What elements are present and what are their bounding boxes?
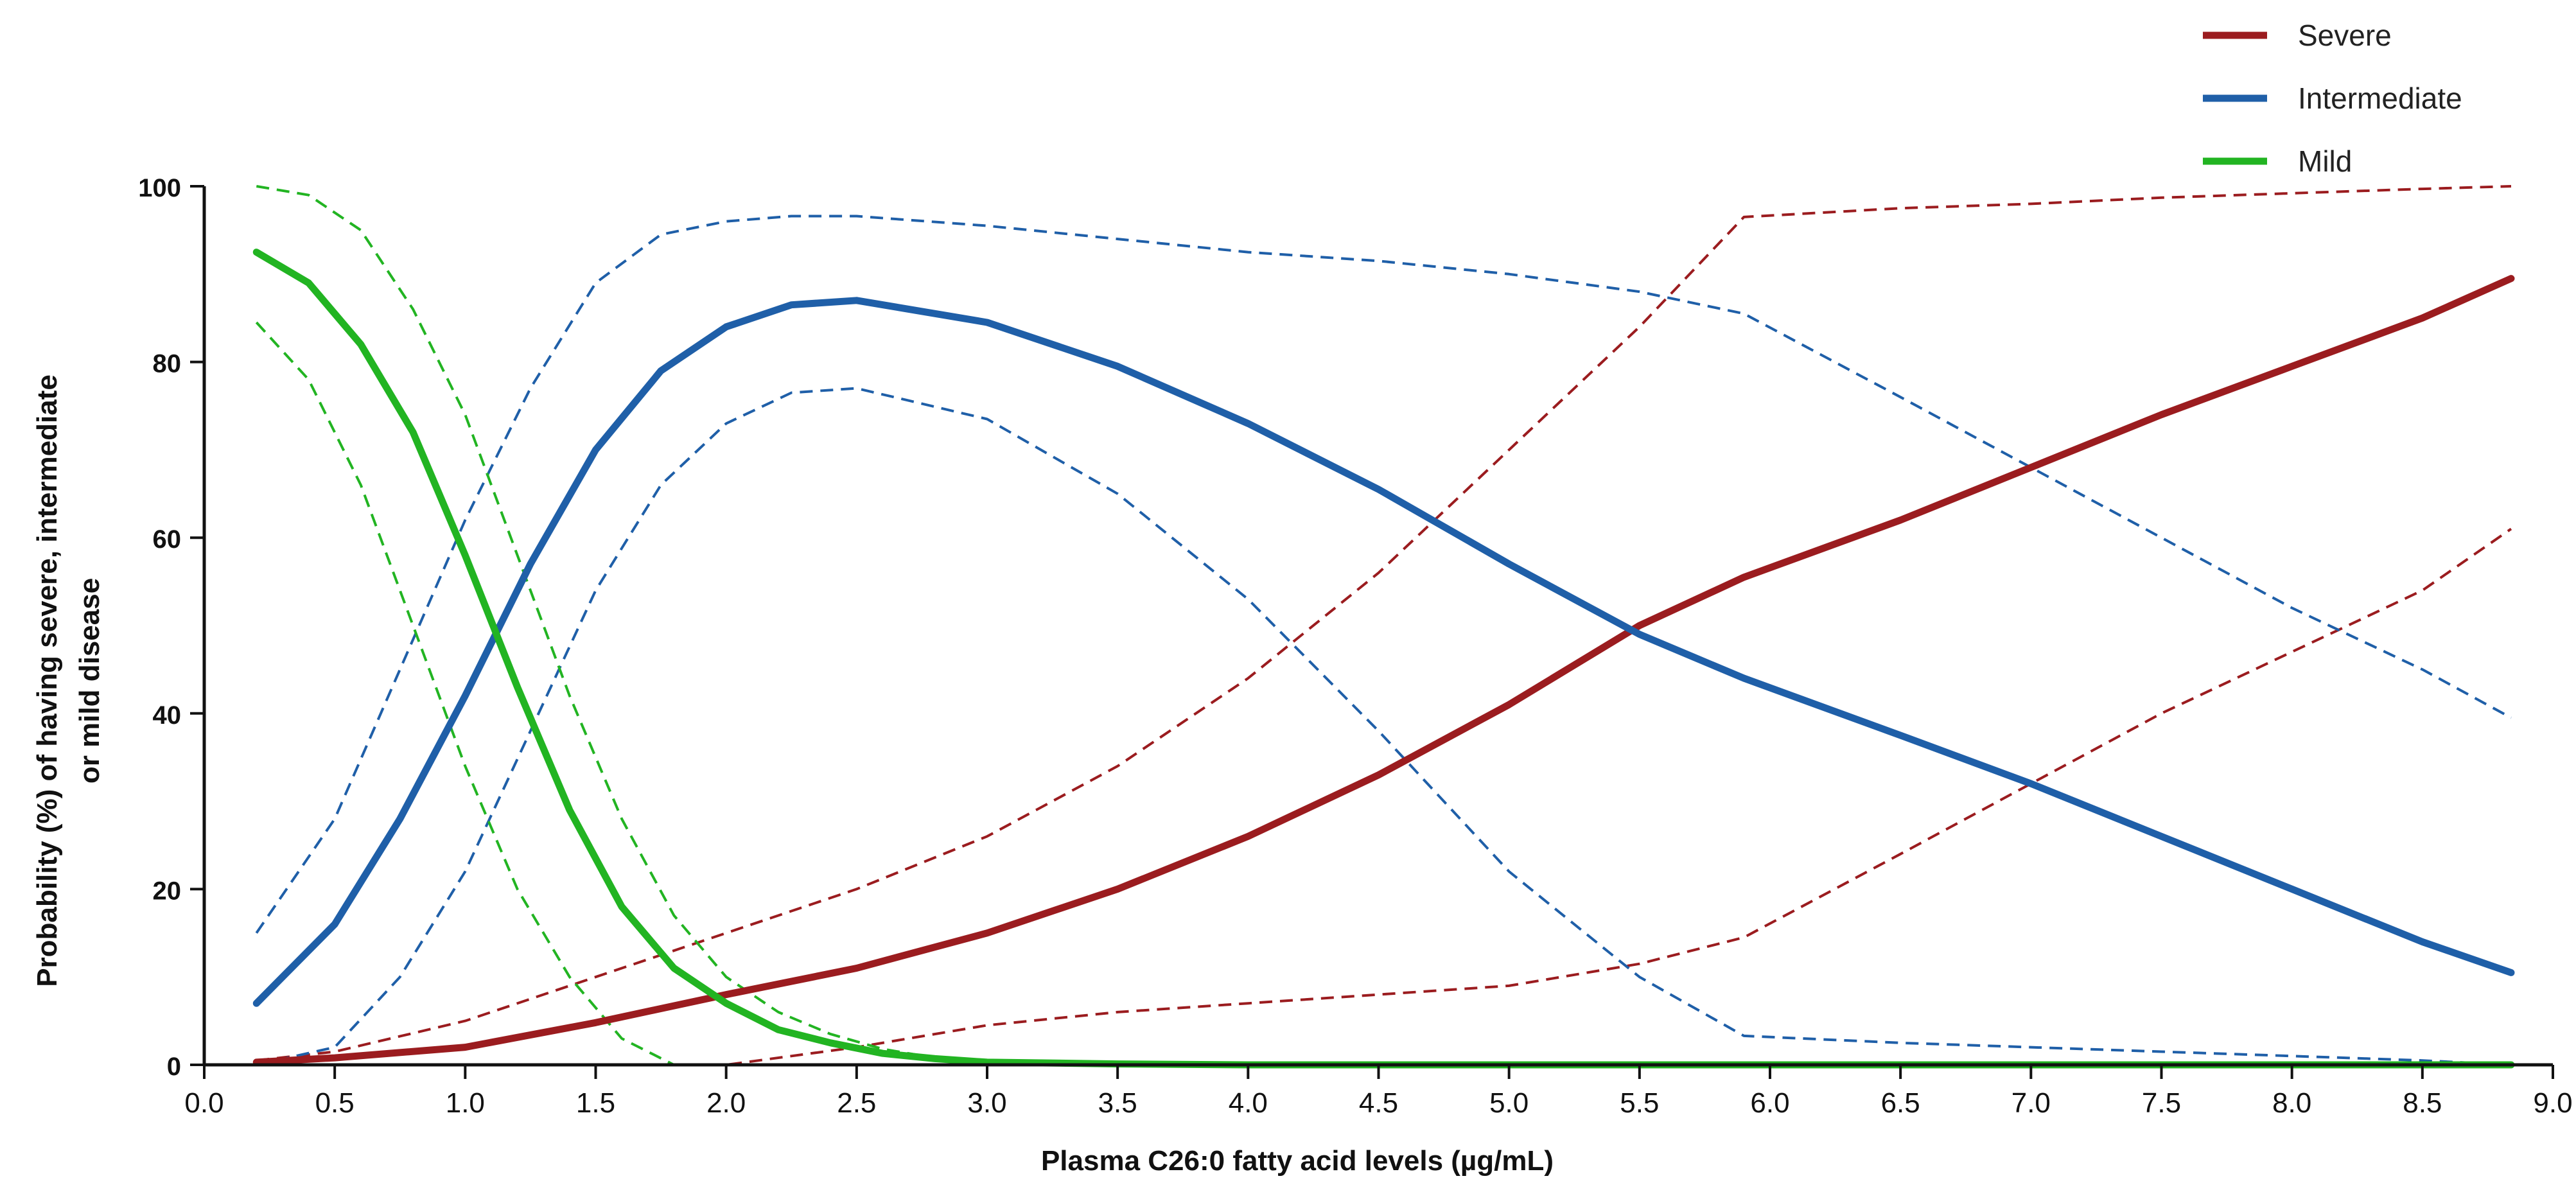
x-tick-label: 3.5 <box>1098 1087 1137 1119</box>
x-tick-label: 1.0 <box>446 1087 485 1119</box>
ci-upper-mild <box>256 185 2511 1066</box>
ci-upper-severe <box>256 185 2512 1062</box>
x-tick-label: 5.0 <box>1489 1087 1529 1119</box>
y-tick-label: 60 <box>153 525 182 554</box>
y-tick-label: 100 <box>138 174 181 202</box>
x-tick-label: 0.5 <box>315 1087 355 1119</box>
y-axis-title-line1: Probability (%) of having severe, interm… <box>31 374 63 987</box>
x-tick-label: 3.0 <box>967 1087 1006 1119</box>
series-lines <box>252 249 2515 1069</box>
x-axis-title: Plasma C26:0 fatty acid levels (µg/mL) <box>1041 1145 1554 1177</box>
ci-lower-severe <box>256 527 2512 1066</box>
legend: Severe Intermediate Mild <box>2203 19 2462 178</box>
x-tick-label: 7.0 <box>2011 1087 2051 1119</box>
x-tick-label: 8.5 <box>2403 1087 2442 1119</box>
series-line-intermediate <box>252 297 2515 1007</box>
y-tick-label: 20 <box>153 877 182 905</box>
x-tick-label: 7.5 <box>2142 1087 2181 1119</box>
series-line-severe <box>252 275 2515 1066</box>
ci-lower-mild <box>255 321 2511 1066</box>
x-tick-label: 6.5 <box>1881 1087 1920 1119</box>
legend-label-intermediate: Intermediate <box>2298 82 2462 115</box>
ticks: 0.0 0.5 1.0 1.5 2.0 2.5 3.0 3.5 4.0 4.5 5.0 5.5 6.0 6… <box>138 174 2572 1119</box>
x-tick-label: 4.0 <box>1229 1087 1268 1119</box>
y-axis-title-line2: or mild disease <box>74 578 105 784</box>
x-tick-label: 9.0 <box>2533 1087 2572 1119</box>
ci-upper-intermediate <box>255 215 2512 934</box>
legend-label-severe: Severe <box>2298 19 2392 52</box>
y-tick-label: 0 <box>167 1053 181 1081</box>
y-tick-label: 40 <box>153 701 182 730</box>
ci-lower-intermediate <box>256 387 2512 1066</box>
x-tick-label: 0.0 <box>184 1087 223 1119</box>
x-tick-label: 1.5 <box>576 1087 615 1119</box>
y-tick-label: 80 <box>153 350 182 378</box>
confidence-bands <box>255 185 2512 1066</box>
legend-label-mild: Mild <box>2298 145 2352 178</box>
x-tick-label: 2.0 <box>706 1087 746 1119</box>
x-tick-label: 8.0 <box>2272 1087 2311 1119</box>
y-axis-title: Probability (%) of having severe, interm… <box>31 374 105 987</box>
axes <box>202 186 2553 1067</box>
x-tick-label: 4.5 <box>1359 1087 1398 1119</box>
x-tick-label: 6.0 <box>1750 1087 1789 1119</box>
x-tick-label: 5.5 <box>1620 1087 1659 1119</box>
x-tick-label: 2.5 <box>837 1087 876 1119</box>
series-line-mild <box>252 249 2515 1069</box>
